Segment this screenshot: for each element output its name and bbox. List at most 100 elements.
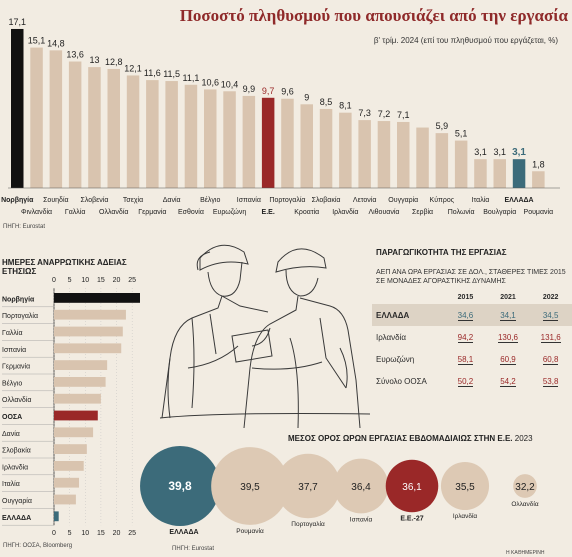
sick-leave-bar-chart: 0 0 5 5 10 10 15 15 20 20 25 25 Νορβηγία Πορτογαλία Γα… [2, 277, 140, 537]
bar-value-label: 7,3 [358, 108, 371, 118]
bar-value-label: 10,6 [201, 77, 219, 87]
hbar-8 [54, 427, 94, 438]
hbar-4 [54, 360, 108, 370]
hbar-13 [54, 511, 59, 522]
bar-value-label: 17,1 [8, 17, 26, 27]
bar-value-label: 14,8 [47, 38, 65, 48]
hbar-12 [54, 494, 76, 505]
row-label: Σύνολο ΟΟΣΑ [376, 376, 427, 386]
bar-8 [165, 81, 178, 188]
bar-value-label: 13 [89, 55, 99, 65]
hbar-7 [54, 410, 98, 421]
bar-4 [88, 67, 101, 188]
hbar-category-label: Γαλλία [2, 329, 23, 337]
bar-1 [30, 47, 43, 188]
row-value: 34,5 [542, 310, 559, 321]
hours-bubble-chart: 39,8 ΕΛΛΑΔΑ 39,5 Ρουμανία 37,7 Πορτογαλία 36,4… [140, 446, 539, 536]
x-tick-top: 20 [113, 277, 121, 284]
bubble-6 [513, 474, 537, 498]
x-tick-top: 25 [128, 277, 136, 284]
table-row: Ιρλανδία 94,2 130,6 131,6 [372, 326, 572, 348]
table-row: Ευρωζώνη 58,1 60,9 60,8 [372, 348, 572, 370]
bubble-2 [275, 453, 341, 519]
category-label: Εσθονία [178, 208, 204, 216]
bar-value-label: 5,1 [455, 129, 468, 139]
category-label: Δανία [163, 196, 181, 204]
bubble-value-label: 36,1 [402, 482, 422, 493]
x-tick-bottom: 5 [68, 530, 72, 537]
x-tick-bottom: 20 [113, 530, 121, 537]
bar-0 [11, 28, 24, 188]
hbar-category-label: Ουγγαρία [2, 497, 32, 505]
category-label: Ευρωζώνη [213, 208, 247, 216]
hbar-10 [54, 461, 84, 471]
bar-25 [493, 159, 506, 188]
bubble-category-label: ΕΛΛΑΔΑ [169, 529, 198, 536]
row-value: 60,8 [542, 354, 559, 365]
hbar-category-label: Ολλανδία [2, 396, 31, 404]
productivity-subtitle: ΑΕΠ ΑΝΑ ΩΡΑ ΕΡΓΑΣΙΑΣ ΣΕ ΔΟΛ., ΣΤΑΘΕΡΕΣ Τ… [376, 269, 566, 285]
bar-13 [261, 97, 275, 188]
category-label: Βέλγιο [200, 196, 220, 204]
table-row: Σύνολο ΟΟΣΑ 50,2 54,2 53,8 [372, 370, 572, 392]
hbar-category-label: Δανία [2, 430, 20, 438]
hbar-category-label: Βέλγιο [2, 379, 22, 387]
bar-value-label: 7,1 [397, 110, 410, 120]
bar-15 [300, 104, 313, 188]
hbar-3 [54, 343, 122, 354]
row-value: 34,6 [457, 310, 474, 321]
hbar-6 [54, 393, 101, 404]
category-label: Κύπρος [430, 196, 455, 204]
bubble-4 [385, 459, 439, 513]
hours-title: ΜΕΣΟΣ ΟΡΟΣ ΩΡΩΝ ΕΡΓΑΣΙΑΣ ΕΒΔΟΜΑΔΙΑΙΩΣ ΣΤ… [288, 434, 533, 443]
bubble-value-label: 36,4 [351, 482, 371, 493]
category-label: Ιταλία [472, 196, 490, 204]
bar-22 [435, 133, 449, 188]
sick-leave-title: ΗΜΕΡΕΣ ΑΝΑΡΡΩΤΙΚΗΣ ΑΔΕΙΑΣ ΕΤΗΣΙΩΣ [2, 258, 127, 276]
bubble-value-label: 32,2 [515, 482, 535, 493]
hbar-9 [54, 444, 87, 454]
hbar-0 [54, 293, 140, 303]
row-label: Ευρωζώνη [376, 354, 415, 364]
x-tick-bottom: 25 [128, 530, 136, 537]
hbar-category-label: Ιρλανδία [2, 463, 28, 471]
x-tick-top: 5 [68, 277, 72, 284]
col-2015: 2015 [457, 293, 474, 301]
bubble-0 [140, 446, 220, 526]
row-label: ΕΛΛΑΔΑ [376, 310, 410, 320]
hbar-11 [54, 477, 80, 488]
x-tick-bottom: 10 [81, 530, 89, 537]
bar-value-label: 7,2 [378, 109, 391, 119]
category-label: Κροατία [294, 208, 319, 216]
hbar-category-label: Γερμανία [2, 363, 30, 371]
chart-title: Ποσοστό πληθυσμού που απουσιάζει από την… [179, 6, 568, 25]
category-label: Γαλλία [65, 208, 86, 216]
x-tick-top: 0 [52, 277, 56, 284]
bar-14 [281, 98, 294, 188]
row-value: 60,9 [500, 354, 516, 365]
category-label: Σουηδία [43, 196, 68, 204]
hbar-category-label: Νορβηγία [2, 296, 35, 303]
x-tick-top: 10 [81, 277, 89, 284]
category-label: Ε.Ε. [262, 209, 275, 216]
row-value: 54,2 [500, 376, 516, 387]
category-label: Πορτογαλία [269, 196, 305, 204]
absence-bar-chart: 17,1 Νορβηγία 15,1 Φινλανδία 14,8 Σουηδία 13,6… [1, 17, 560, 216]
row-value: 130,6 [497, 332, 518, 343]
bar-value-label: 11,5 [163, 69, 180, 79]
bar-26 [512, 159, 526, 188]
hbar-2 [54, 326, 123, 337]
col-2022: 2022 [542, 293, 559, 301]
category-label: Σερβία [412, 208, 433, 216]
hours-source: ΠΗΓΗ: Eurostat [172, 546, 214, 552]
table-header-row: 2015 2021 2022 [372, 290, 572, 304]
bar-value-label: 9,9 [243, 84, 256, 94]
bar-value-label: 11,6 [144, 68, 161, 78]
category-label: Πολωνία [448, 208, 475, 216]
bar-value-label: 13,6 [66, 50, 84, 60]
bar-18 [358, 120, 371, 188]
category-label: Τσεχία [123, 196, 143, 204]
bar-21 [416, 127, 429, 188]
hbar-category-label: Ιταλία [2, 480, 20, 488]
bar-27 [532, 171, 545, 188]
